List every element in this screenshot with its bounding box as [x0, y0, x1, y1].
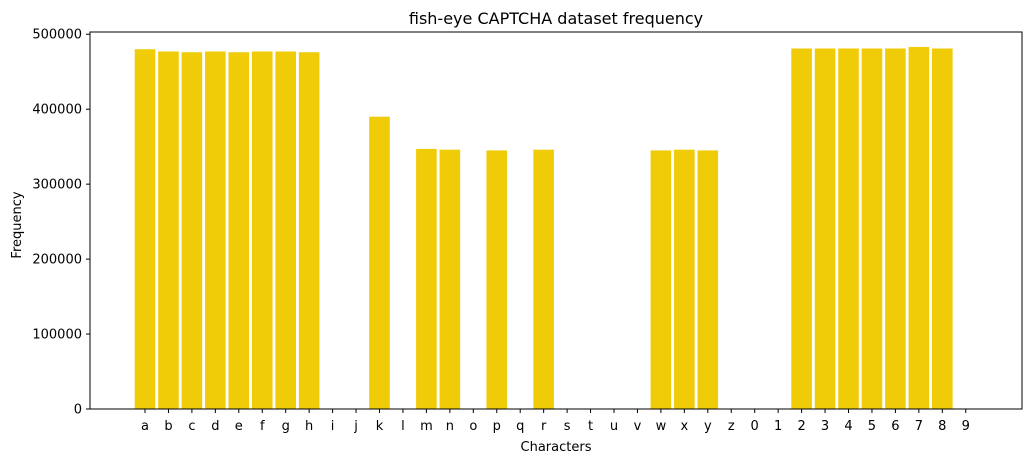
x-tick-label: d [211, 419, 219, 434]
y-tick-label: 100000 [32, 328, 82, 343]
x-tick-label: o [469, 419, 477, 434]
bar-e [228, 52, 250, 410]
x-tick-label: 3 [821, 419, 829, 434]
x-axis-label: Characters [521, 440, 592, 455]
x-tick-label: p [493, 419, 501, 434]
x-tick-label: k [376, 419, 384, 434]
x-tick-label: n [446, 419, 454, 434]
y-tick-label: 400000 [32, 103, 82, 118]
y-tick-label: 300000 [32, 178, 82, 193]
bar-4 [838, 48, 859, 410]
x-tick-label: 8 [938, 419, 946, 434]
x-tick-label: m [420, 419, 433, 434]
y-tick-label: 0 [74, 403, 82, 418]
x-tick-label: j [353, 419, 358, 434]
y-tick-label: 500000 [32, 28, 82, 43]
bar-a [134, 49, 156, 410]
x-tick-label: q [516, 419, 524, 434]
y-axis-label: Frequency [10, 191, 25, 258]
x-tick-label: e [235, 419, 243, 434]
y-tick-label: 200000 [32, 253, 82, 268]
x-tick-label: i [331, 419, 335, 434]
x-tick-label: 7 [915, 419, 923, 434]
x-tick-label: v [634, 419, 642, 434]
bar-6 [885, 48, 906, 410]
x-tick-label: z [728, 419, 735, 434]
bar-f [251, 51, 273, 410]
plot-area-frame [89, 31, 1023, 410]
x-tick-label: 0 [751, 419, 759, 434]
bar-2 [791, 48, 812, 410]
x-tick-label: t [588, 419, 593, 434]
x-tick-label: 2 [797, 419, 805, 434]
bar-h [298, 52, 320, 410]
bars-group [134, 46, 953, 410]
x-tick-label: u [610, 419, 618, 434]
x-tick-label: r [541, 419, 547, 434]
bar-3 [814, 48, 836, 410]
bar-k [369, 116, 390, 409]
y-axis-ticks: 0 100000 200000 300000 400000 500000 [32, 28, 90, 418]
bar-b [158, 51, 179, 410]
x-tick-label: f [260, 419, 265, 434]
bar-p [486, 150, 508, 410]
x-tick-label: a [141, 419, 149, 434]
x-tick-label: 5 [868, 419, 876, 434]
bar-w [650, 150, 672, 410]
x-tick-label: 1 [774, 419, 782, 434]
bar-5 [861, 48, 883, 410]
x-tick-label: x [680, 419, 688, 434]
bar-8 [932, 48, 953, 410]
bar-y [697, 150, 719, 410]
bar-7 [908, 46, 930, 410]
bar-x [674, 149, 695, 410]
x-tick-label: 4 [844, 419, 852, 434]
x-tick-label: s [564, 419, 571, 434]
bar-m [416, 148, 437, 410]
x-tick-label: l [401, 419, 405, 434]
x-tick-label: b [164, 419, 172, 434]
bar-d [205, 51, 226, 410]
bar-r [533, 149, 554, 410]
bar-n [439, 149, 461, 410]
x-tick-label: h [305, 419, 313, 434]
x-tick-label: g [282, 419, 290, 434]
x-tick-label: y [704, 419, 712, 434]
x-tick-label: c [188, 419, 195, 434]
x-tick-label: 6 [891, 419, 899, 434]
bar-g [275, 51, 296, 410]
x-tick-label: w [656, 419, 667, 434]
x-tick-label: 9 [962, 419, 970, 434]
bar-c [181, 52, 203, 410]
chart-title: fish-eye CAPTCHA dataset frequency [409, 9, 703, 28]
